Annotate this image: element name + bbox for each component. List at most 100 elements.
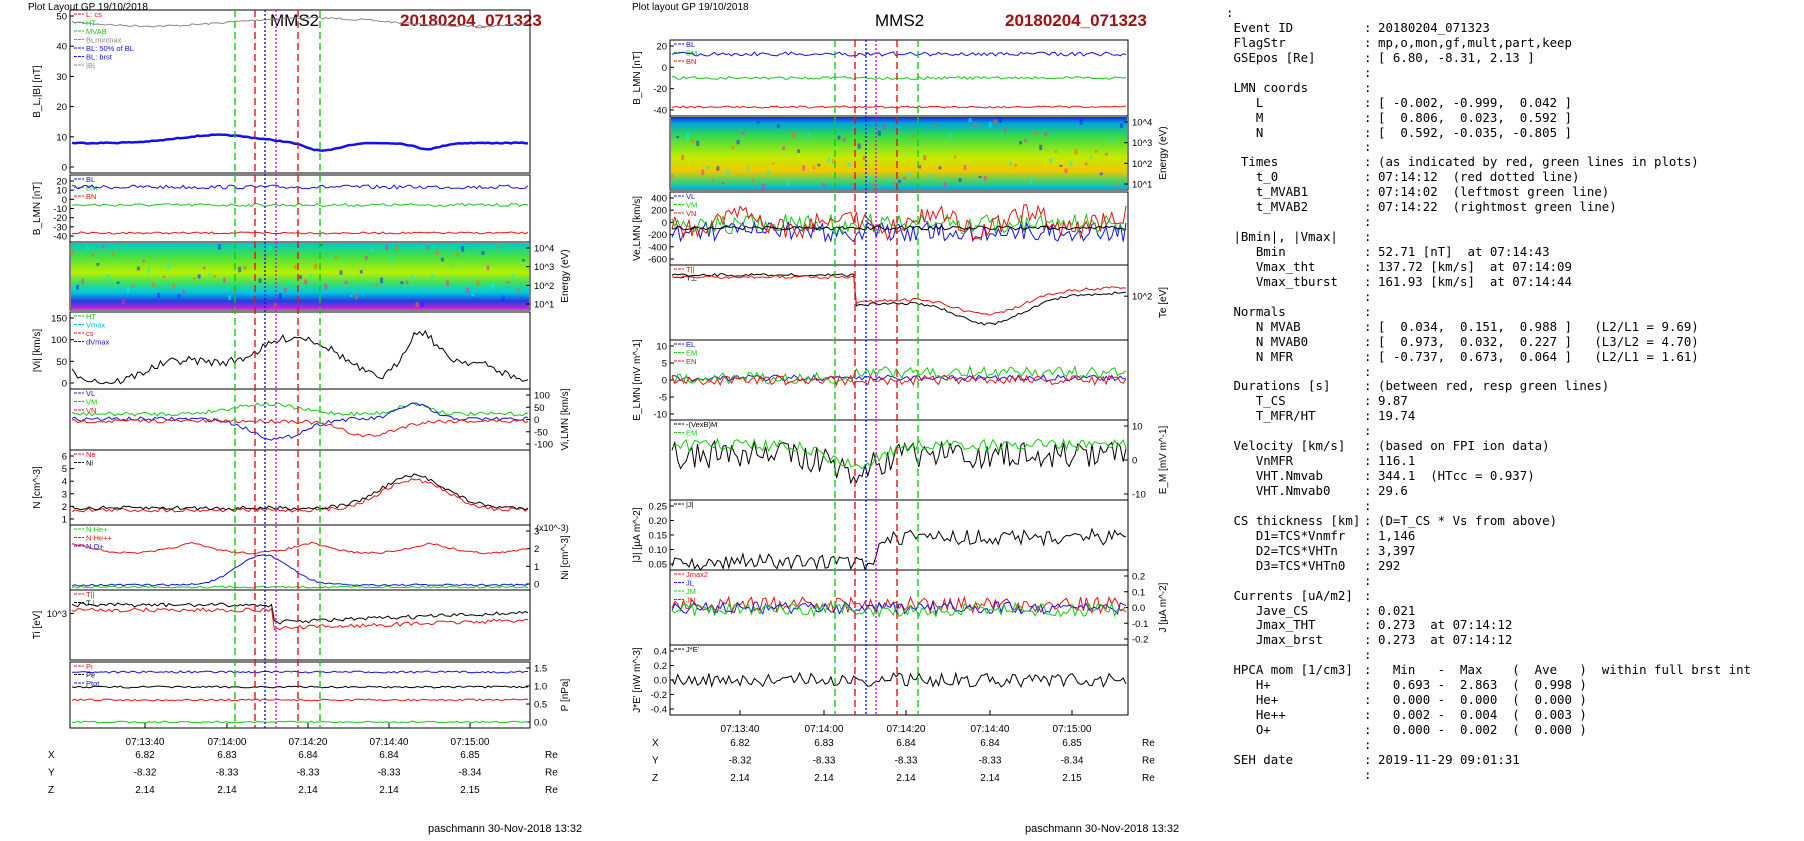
y-tick-label-right: 10^3 <box>534 262 554 273</box>
spectrogram-pixel <box>1094 149 1098 153</box>
info-key: FlagStr <box>1226 34 1286 50</box>
info-row: Velocity [km/s]: (based on FPI ion data) <box>1226 438 1798 454</box>
legend-entry: Vmax <box>86 321 105 330</box>
y-tick-label-right: 10 <box>1132 422 1143 433</box>
legend-entry: |J| <box>686 500 694 509</box>
y-tick-label: 100 <box>51 335 67 346</box>
spectrogram-pixel <box>1064 168 1068 174</box>
spectrogram-pixel <box>461 246 465 252</box>
info-row: VnMFR:116.1 <box>1226 453 1798 469</box>
spectrogram-pixel <box>364 255 368 261</box>
info-row: SEH date:2019-11-29 09:01:31 <box>1226 752 1798 768</box>
y-tick-label: 0 <box>662 63 667 74</box>
y-tick-label: 150 <box>51 314 67 325</box>
spectrogram-pixel <box>797 149 801 153</box>
y-tick-label: 30 <box>56 72 67 83</box>
spectrogram-pixel <box>993 119 997 125</box>
info-separator: : <box>1364 736 1372 752</box>
y-tick-label: -40 <box>53 232 67 243</box>
legend-entry: N O+ <box>86 542 104 551</box>
info-value: 9.87 <box>1378 393 1408 409</box>
spectrogram-pixel <box>882 124 886 129</box>
spectrogram-pixel <box>243 265 247 270</box>
y-tick-label: 0.0 <box>654 676 667 687</box>
time-tick-label: 07:14:20 <box>289 737 328 748</box>
info-separator: : <box>1364 318 1372 334</box>
position-value: -8.32 <box>134 768 157 779</box>
info-separator: : <box>1364 408 1372 424</box>
info-row: : <box>1226 139 1798 155</box>
spectrogram-pixel <box>751 179 755 183</box>
spectrogram-pixel <box>172 283 176 289</box>
info-key <box>1226 424 1364 439</box>
data-trace <box>671 437 1127 470</box>
info-value: 29.6 <box>1378 483 1408 498</box>
legend-entry: T⊥ <box>86 599 98 608</box>
info-key <box>1226 499 1364 514</box>
spectrogram-pixel <box>304 279 308 284</box>
info-value: (D=T_CS * Vs from above) <box>1378 512 1558 528</box>
y-tick-label-right: 1.0 <box>534 682 547 693</box>
spectrogram-pixel <box>101 244 105 248</box>
y-tick-label-right: 0 <box>534 415 539 426</box>
spectrogram-pixel <box>501 295 505 301</box>
spectrogram-pixel <box>359 270 363 274</box>
legend-entry: Pi <box>86 662 93 671</box>
spectrogram-pixel <box>716 166 720 171</box>
info-separator: : <box>1364 378 1372 394</box>
info-row: : <box>1226 423 1798 439</box>
info-separator: : <box>1364 497 1372 513</box>
info-separator: : <box>1364 273 1372 289</box>
spectrogram-pixel <box>817 163 821 167</box>
spectrogram-pixel <box>1044 132 1048 137</box>
position-unit: Re <box>545 785 558 796</box>
data-trace <box>671 600 1127 616</box>
spectrogram-pixel <box>847 162 851 167</box>
legend-entry: BL <box>686 40 695 49</box>
legend-entry: BN <box>686 57 696 66</box>
legend-entry: EM <box>686 429 697 438</box>
info-separator: : <box>1364 333 1372 349</box>
info-key: Event ID <box>1226 19 1294 35</box>
spectrogram-pixel <box>898 179 901 183</box>
footer-author-date: paschmann 30-Nov-2018 13:32 <box>428 823 582 835</box>
spectrogram-pixel <box>867 175 871 181</box>
spectrogram-pixel <box>938 166 942 170</box>
y-tick-label: 0.15 <box>649 531 668 542</box>
panel-frame <box>669 644 1129 716</box>
spectrogram-pixel <box>314 263 318 270</box>
panel-frame <box>69 449 531 526</box>
spectrogram-pixel <box>968 117 972 123</box>
spectrogram-pixel <box>787 181 791 187</box>
info-value: 1,146 <box>1378 527 1416 543</box>
spectrogram-pixel <box>329 255 333 258</box>
data-trace <box>71 685 529 689</box>
info-value: [ 0.034, 0.151, 0.988 ] (L2/L1 = 9.69) <box>1378 318 1699 334</box>
spectrogram-pixel <box>111 252 115 257</box>
spacecraft-title: MMS2 <box>270 11 319 30</box>
position-unit: Re <box>545 750 558 761</box>
data-trace <box>71 184 529 190</box>
data-trace <box>672 75 1127 81</box>
position-value: 2.14 <box>298 785 318 796</box>
spectrogram-pixel <box>726 168 730 175</box>
info-separator: : <box>1364 557 1372 573</box>
spectrogram-pixel <box>521 259 525 262</box>
position-value: 6.84 <box>896 738 916 749</box>
info-value: 52.71 [nT] at 07:14:43 <box>1378 244 1550 259</box>
y-tick-label: 0.10 <box>649 545 668 556</box>
data-trace <box>671 439 1127 485</box>
spectrogram-pixel <box>385 244 389 250</box>
info-row: : <box>1226 214 1798 230</box>
legend-entry: VL <box>686 192 695 201</box>
info-key: Currents [uA/m2] <box>1226 587 1353 603</box>
spectrogram-pixel <box>681 154 685 160</box>
legend-entry: L: cs <box>86 10 102 19</box>
info-key: N MVAB0 <box>1226 333 1309 349</box>
info-key <box>1226 140 1364 155</box>
info-separator: : <box>1364 542 1372 558</box>
spectrogram-pixel <box>339 270 343 275</box>
position-value: 6.85 <box>460 750 480 761</box>
